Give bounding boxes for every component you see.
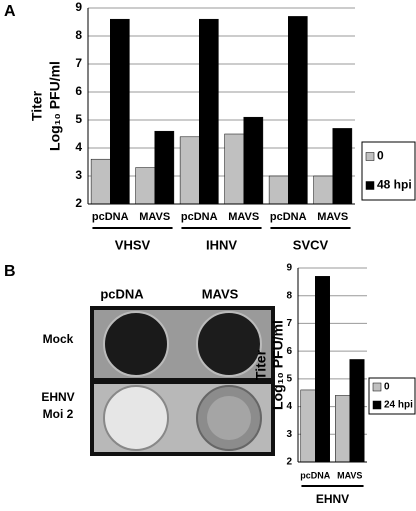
panel-label: A: [4, 3, 16, 20]
x-tick-label: MAVS: [139, 211, 170, 223]
y-tick-label: 9: [286, 263, 292, 274]
y-tick-label: 8: [75, 28, 82, 42]
bar: [332, 128, 353, 205]
y-tick-label: 5: [75, 112, 82, 126]
photo-well: [103, 385, 169, 451]
y-axis-label: Titer: [29, 90, 45, 121]
legend-box: [361, 141, 416, 201]
bar: [349, 359, 365, 463]
x-tick-label: pcDNA: [181, 211, 218, 223]
y-tick-label: 3: [286, 429, 292, 440]
y-tick-label: 2: [75, 196, 82, 210]
legend-label: 24 hpi: [384, 400, 413, 411]
bar: [110, 18, 130, 205]
legend-label: 0: [384, 382, 390, 393]
y-tick-label: 6: [75, 84, 82, 98]
bar: [154, 130, 175, 205]
y-tick-label: 2: [286, 457, 292, 468]
photo-column-label: MAVS: [202, 286, 239, 301]
bar: [224, 133, 245, 205]
y-tick-label: 9: [75, 0, 82, 14]
legend-swatch: [372, 400, 382, 410]
bar: [315, 276, 330, 463]
bar: [335, 395, 351, 463]
legend-swatch: [372, 382, 382, 392]
legend-swatch: [365, 152, 375, 161]
panel-label: B: [4, 263, 16, 280]
y-tick-label: 7: [75, 56, 82, 70]
photo-column-label: pcDNA: [100, 286, 144, 301]
y-tick-label: 8: [286, 290, 292, 301]
y-tick-label: 3: [75, 168, 82, 182]
bar: [313, 175, 333, 205]
photo-well: [196, 311, 262, 377]
group-label: VHSV: [115, 237, 151, 252]
bar: [288, 16, 308, 205]
y-axis-label: Log₁₀ PFU/ml: [47, 61, 63, 151]
photo-well: [103, 311, 169, 377]
legend-swatch: [365, 181, 375, 190]
photo-row-label: Mock: [43, 332, 74, 346]
photo-well: [207, 396, 251, 440]
x-tick-label: pcDNA: [300, 470, 331, 480]
photo: [90, 306, 275, 456]
legend-label: 0: [377, 149, 384, 163]
bar: [243, 116, 264, 205]
y-tick-label: 4: [286, 401, 292, 412]
y-tick-label: 6: [286, 346, 292, 357]
x-tick-label: MAVS: [317, 211, 348, 223]
group-label: EHNV: [316, 492, 349, 506]
bar: [199, 18, 219, 205]
bar: [90, 158, 111, 205]
bar: [268, 175, 289, 205]
x-tick-label: MAVS: [337, 470, 362, 480]
photo-row-label: Moi 2: [43, 407, 74, 421]
y-axis-label: Log₁₀ PFU/ml: [270, 320, 286, 410]
x-tick-label: pcDNA: [92, 211, 129, 223]
x-tick-label: pcDNA: [270, 211, 307, 223]
y-tick-label: 4: [75, 140, 82, 154]
group-label: IHNV: [206, 237, 237, 252]
y-tick-label: 7: [286, 318, 292, 329]
group-label: SVCV: [293, 237, 329, 252]
bar: [179, 136, 200, 205]
photo-row-label: EHNV: [41, 390, 74, 404]
y-tick-label: 5: [286, 373, 292, 384]
bar: [135, 167, 156, 205]
y-axis-label: Titer: [253, 349, 269, 380]
legend-label: 48 hpi: [377, 178, 412, 192]
x-tick-label: MAVS: [228, 211, 259, 223]
bar: [300, 389, 316, 463]
